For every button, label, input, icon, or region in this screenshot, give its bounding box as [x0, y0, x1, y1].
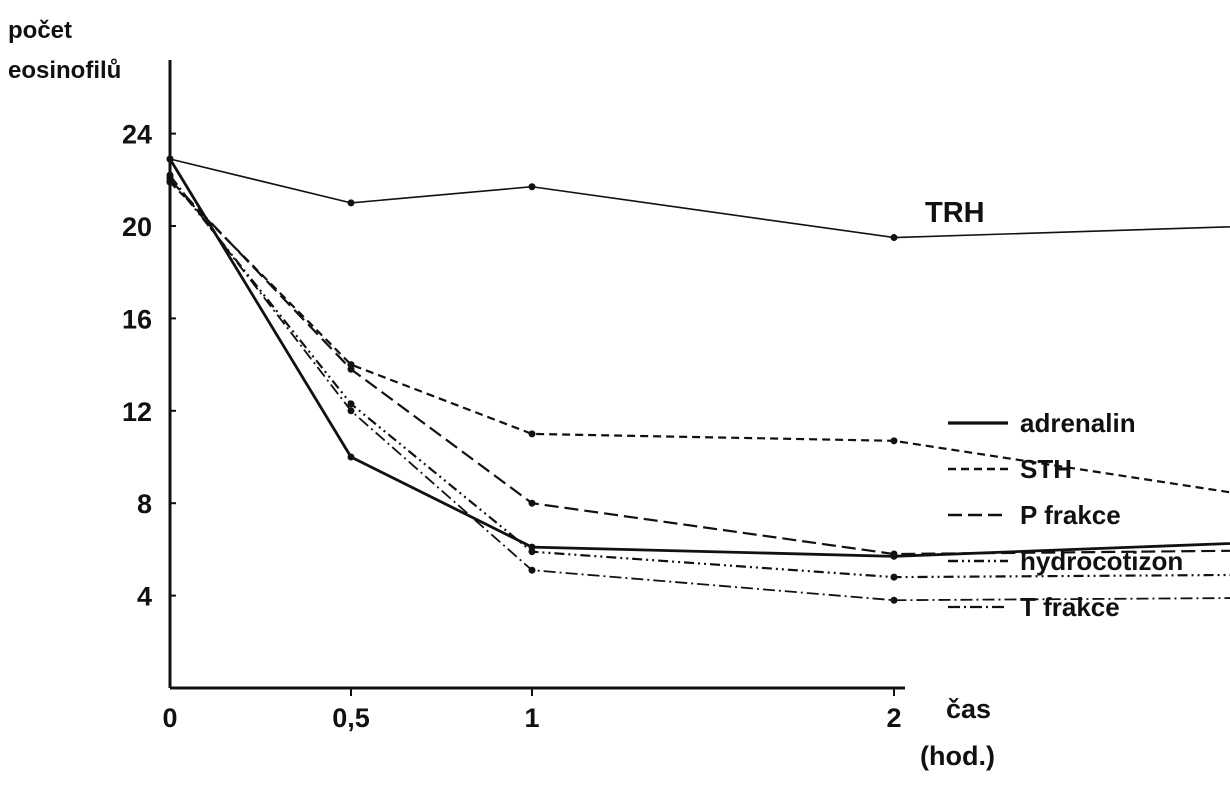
y-tick-label: 12: [122, 397, 152, 427]
series-line-p-frakce: [169, 179, 1230, 556]
x-tick-label: 1: [524, 703, 539, 733]
y-tick-label: 16: [122, 304, 152, 334]
data-point-t-frakce: [166, 171, 174, 179]
series-lines: [168, 158, 1230, 602]
data-point-hydrocotizon: [528, 548, 536, 556]
y-tick-label: 24: [122, 120, 152, 150]
x-ticks: 00,5124: [162, 688, 902, 733]
data-point-trh: [347, 199, 355, 207]
data-point-adrenalin: [166, 155, 174, 163]
data-point-trh: [890, 234, 898, 242]
x-axis-title: čas (hod.): [920, 694, 995, 771]
data-point-adrenalin: [347, 453, 355, 461]
data-point-t-frakce: [347, 407, 355, 415]
legend: adrenalin STH P frakce hydrocotizon T frakce: [948, 408, 1183, 622]
x-axis-title-line-2: (hod.): [920, 741, 995, 771]
series-line-trh: [169, 158, 1230, 239]
y-axis-title: počet eosinofilů: [8, 17, 121, 84]
series-points: [166, 155, 898, 604]
data-point-hydrocotizon: [890, 573, 898, 581]
y-ticks: 4 8 12 16 20 24: [122, 120, 176, 612]
series-line-adrenalin: [168, 158, 1230, 558]
legend-label-adrenalin: adrenalin: [1020, 408, 1136, 438]
legend-label-p-frakce: P frakce: [1020, 500, 1121, 530]
legend-label-t-frakce: T frakce: [1020, 592, 1120, 622]
data-point-sth: [890, 437, 898, 445]
data-point-p-frakce: [890, 550, 898, 558]
x-tick-label: 0,5: [332, 703, 370, 733]
y-tick-label: 8: [137, 489, 152, 519]
legend-label-sth: STH: [1020, 454, 1072, 484]
y-tick-label: 4: [137, 582, 152, 612]
y-axis-title-line-2: eosinofilů: [8, 57, 121, 84]
x-tick-label: 0: [162, 703, 177, 733]
y-tick-label: 20: [122, 212, 152, 242]
y-axis-title-line-1: počet: [8, 17, 72, 44]
data-point-t-frakce: [890, 596, 898, 604]
data-point-trh: [528, 183, 536, 191]
data-point-hydrocotizon: [347, 400, 355, 408]
series-line-t-frakce: [169, 174, 1230, 602]
data-point-p-frakce: [347, 365, 355, 373]
x-axis-title-line-1: čas: [946, 694, 991, 724]
series-line-sth: [169, 181, 1230, 494]
data-point-sth: [528, 430, 536, 438]
legend-label-hydrocotizon: hydrocotizon: [1020, 546, 1183, 576]
data-point-t-frakce: [528, 566, 536, 574]
series-label-trh: TRH: [925, 197, 985, 229]
data-point-p-frakce: [528, 499, 536, 507]
x-tick-label: 2: [886, 703, 901, 733]
